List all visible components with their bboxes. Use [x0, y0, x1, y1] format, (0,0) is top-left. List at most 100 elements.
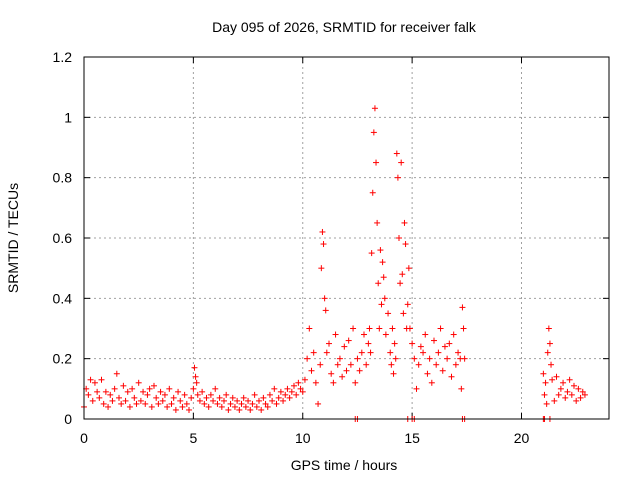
data-point: [548, 361, 555, 368]
data-point: [223, 391, 230, 398]
data-point: [240, 394, 247, 401]
data-point: [293, 391, 300, 398]
data-point: [275, 394, 282, 401]
data-point: [227, 400, 234, 407]
data-point: [256, 397, 262, 404]
data-point: [304, 355, 311, 362]
data-point: [396, 235, 402, 241]
data-point: [437, 325, 444, 332]
data-point: [216, 394, 223, 401]
data-point: [306, 325, 313, 332]
data-point: [199, 388, 206, 395]
data-point: [577, 394, 584, 401]
data-point: [341, 343, 348, 350]
data-point: [439, 367, 446, 374]
data-point: [350, 325, 357, 332]
data-point: [564, 388, 571, 395]
data-point: [164, 403, 171, 410]
data-point: [366, 325, 373, 332]
data-point: [343, 367, 350, 374]
data-point: [560, 379, 567, 386]
data-point: [545, 325, 552, 332]
data-point: [308, 367, 315, 374]
data-point: [562, 394, 569, 401]
data-point: [133, 400, 140, 407]
data-point: [452, 361, 459, 368]
data-point: [450, 331, 457, 338]
data-point: [444, 355, 451, 362]
data-point: [406, 325, 413, 332]
data-point: [441, 343, 448, 350]
data-point: [326, 340, 332, 347]
data-point: [446, 340, 453, 347]
data-point: [424, 370, 431, 377]
data-point: [118, 400, 125, 407]
data-point: [358, 349, 365, 356]
data-point: [100, 400, 107, 407]
data-point: [579, 388, 586, 395]
data-point: [288, 388, 295, 395]
data-point: [122, 397, 129, 404]
data-point: [151, 382, 157, 389]
data-point: [137, 397, 144, 404]
data-point: [98, 376, 105, 383]
x-axis-label: GPS time / hours: [291, 457, 398, 473]
data-point: [91, 379, 98, 386]
data-point: [148, 403, 155, 410]
data-point: [247, 406, 254, 413]
data-point: [365, 340, 372, 347]
data-point: [370, 129, 377, 136]
data-point: [367, 349, 374, 356]
data-point: [315, 400, 322, 407]
data-point: [393, 150, 400, 157]
data-point: [411, 355, 418, 362]
data-point: [540, 370, 547, 377]
data-point: [203, 394, 210, 401]
data-point: [183, 400, 190, 407]
data-point: [146, 385, 153, 392]
data-point: [87, 376, 94, 383]
data-point: [319, 228, 326, 235]
data-point: [105, 403, 112, 410]
data-point: [368, 250, 375, 257]
data-point: [111, 385, 118, 392]
data-point: [96, 394, 103, 401]
data-point: [549, 376, 556, 383]
x-axis-ticks: 0 5 10 15 20: [80, 57, 529, 446]
data-point: [280, 397, 287, 404]
data-point: [380, 274, 387, 281]
data-point: [402, 241, 409, 248]
data-point: [170, 394, 177, 401]
data-point: [242, 403, 249, 410]
data-point: [347, 361, 354, 368]
data-point: [245, 397, 252, 404]
data-point: [460, 325, 467, 332]
data-point: [385, 310, 392, 317]
data-point: [378, 301, 385, 308]
data-point: [546, 340, 553, 347]
data-point: [282, 391, 289, 398]
data-point: [175, 388, 182, 395]
data-point: [201, 400, 208, 407]
data-point: [568, 391, 575, 398]
data-point: [181, 391, 188, 398]
data-point: [312, 379, 319, 386]
data-point: [107, 391, 114, 398]
y-tick-label: 1: [64, 109, 72, 125]
data-point: [190, 385, 197, 392]
data-point: [113, 370, 120, 377]
data-point: [159, 397, 166, 404]
data-point: [301, 376, 308, 383]
data-point: [426, 355, 433, 362]
data-point: [207, 391, 214, 398]
data-point: [541, 391, 548, 398]
data-point: [571, 382, 577, 389]
data-point: [251, 391, 258, 398]
data-point: [435, 349, 442, 356]
data-point: [330, 379, 337, 386]
data-point: [320, 241, 327, 248]
data-point: [448, 373, 455, 380]
data-point: [299, 388, 306, 395]
data-point: [542, 379, 549, 386]
